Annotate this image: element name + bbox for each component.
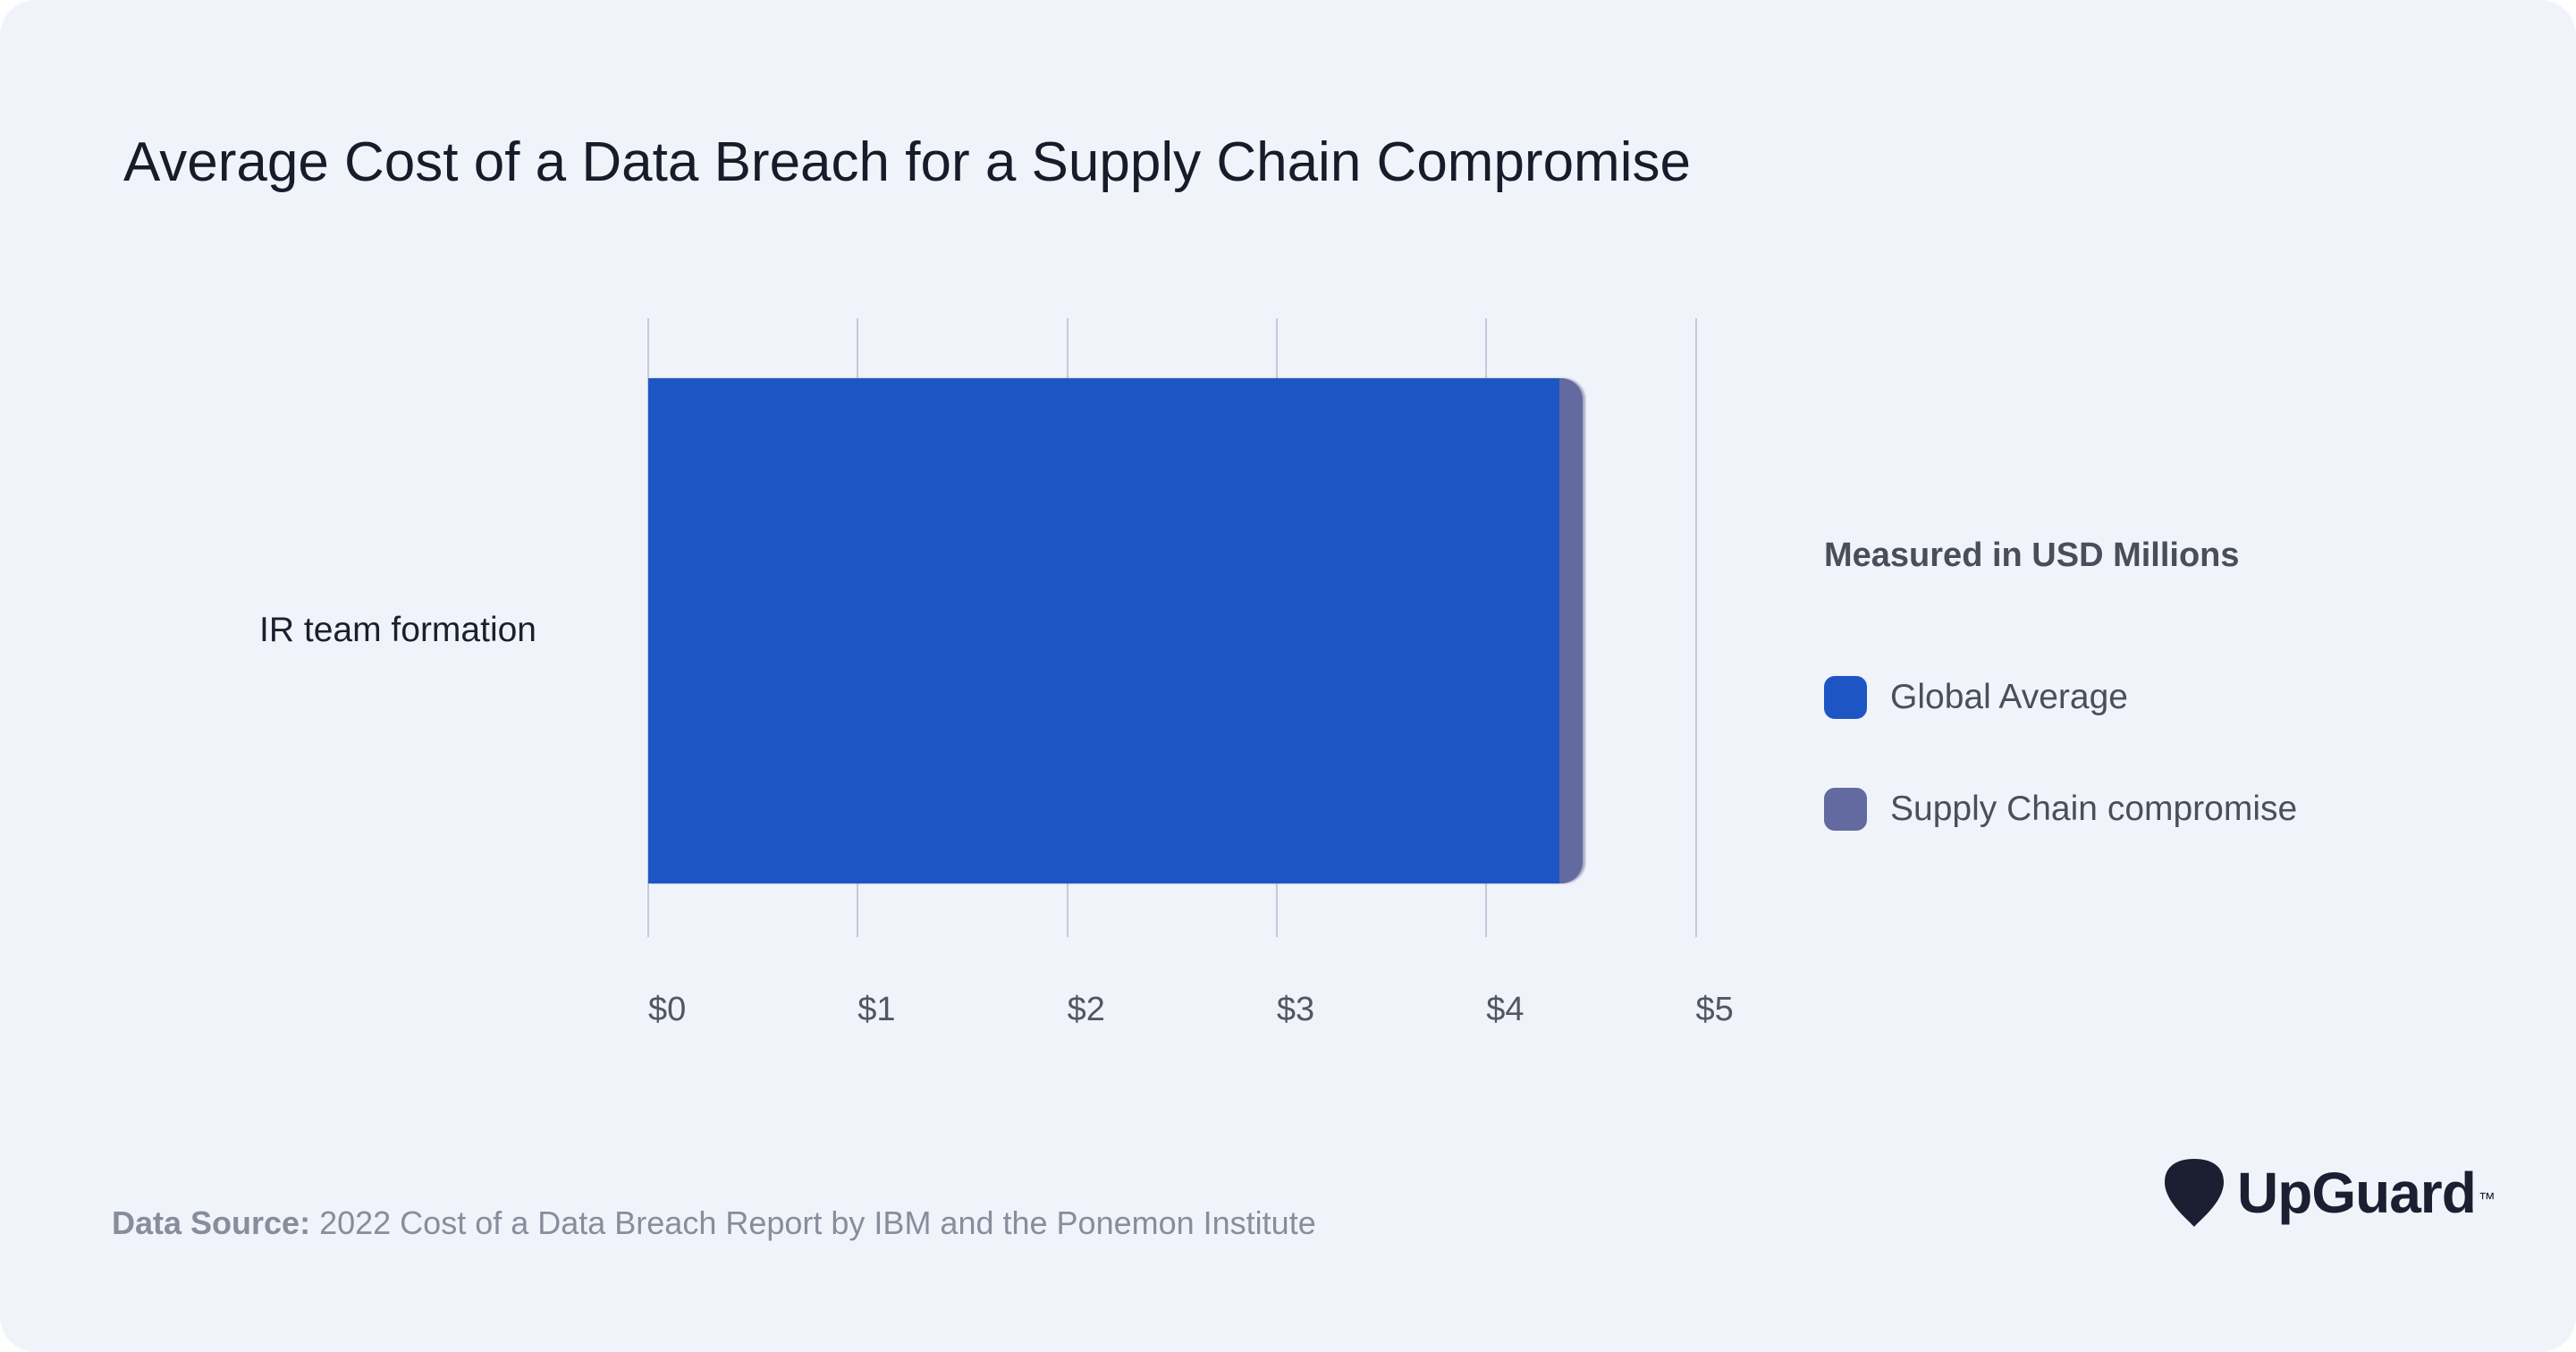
- bar-global-average: [648, 378, 1560, 883]
- legend-label: Supply Chain compromise: [1890, 790, 2298, 828]
- upguard-pick-icon: [2165, 1159, 2224, 1227]
- data-source-text: 2022 Cost of a Data Breach Report by IBM…: [310, 1204, 1316, 1241]
- upguard-wordmark: UpGuard ™: [2237, 1161, 2496, 1225]
- legend-item-global-average: Global Average: [1824, 676, 2128, 719]
- legend: Measured in USD Millions Global Average …: [1824, 537, 2521, 831]
- page-title: Average Cost of a Data Breach for a Supp…: [123, 131, 1691, 193]
- x-tick-label: $5: [1695, 991, 1734, 1028]
- x-tick-label: $3: [1276, 991, 1315, 1028]
- trademark-symbol: ™: [2478, 1190, 2496, 1209]
- gridline: [1694, 318, 1697, 937]
- legend-swatch-global-average-icon: [1824, 676, 1867, 719]
- x-tick-label: $4: [1486, 991, 1524, 1028]
- upguard-logo: UpGuard ™: [2165, 1159, 2496, 1227]
- x-tick-label: $1: [857, 991, 896, 1028]
- category-label: IR team formation: [259, 611, 536, 649]
- legend-swatch-supply-chain-icon: [1824, 788, 1867, 831]
- legend-item-supply-chain-compromise: Supply Chain compromise: [1824, 788, 2297, 831]
- data-source-label: Data Source:: [112, 1204, 311, 1241]
- data-source: Data Source: 2022 Cost of a Data Breach …: [112, 1204, 1316, 1242]
- legend-label: Global Average: [1890, 678, 2128, 716]
- x-tick-label: $0: [648, 991, 687, 1028]
- legend-title: Measured in USD Millions: [1824, 537, 2240, 574]
- x-tick-label: $2: [1067, 991, 1105, 1028]
